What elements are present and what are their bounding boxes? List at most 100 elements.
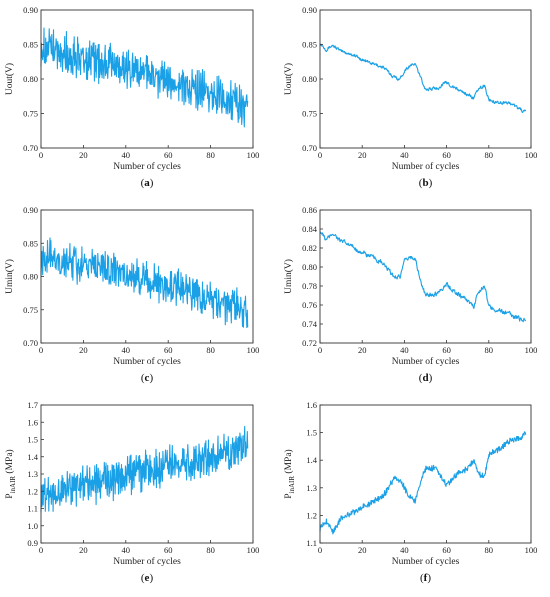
x-tick-label: 80 bbox=[485, 545, 494, 555]
x-tick-label: 100 bbox=[247, 345, 260, 355]
x-tick-label: 60 bbox=[442, 345, 451, 355]
x-tick-label: 100 bbox=[247, 150, 260, 160]
y-tick-label: 0.72 bbox=[302, 338, 317, 348]
y-tick-label: 0.90 bbox=[23, 205, 38, 215]
x-tick-label: 20 bbox=[358, 545, 367, 555]
x-axis-label: Number of cycles bbox=[113, 556, 181, 567]
x-axis-label: Number of cycles bbox=[392, 356, 460, 367]
y-tick-label: 0.86 bbox=[302, 205, 317, 215]
y-tick-label: 0.85 bbox=[23, 238, 38, 248]
chart-panel-f: 0 20 40 60 80 100 1.1 1.2 1.3 1.4 1.5 1.6 Number of … bbox=[283, 400, 537, 584]
x-tick-label: 20 bbox=[79, 150, 88, 160]
y-tick-label: 1.7 bbox=[27, 400, 38, 410]
y-tick-label: 0.70 bbox=[302, 143, 317, 153]
y-tick-label: 0.74 bbox=[302, 319, 318, 329]
x-tick-label: 0 bbox=[318, 545, 322, 555]
y-tick-label: 0.82 bbox=[302, 243, 317, 253]
x-axis-label: Number of cycles bbox=[113, 161, 181, 172]
x-tick-label: 20 bbox=[79, 545, 88, 555]
plot-frame bbox=[40, 404, 254, 544]
chart-panel-b: 0 20 40 60 80 100 0.70 0.75 0.80 0.85 0.90 Number o… bbox=[283, 5, 537, 189]
x-tick-label: 60 bbox=[164, 545, 173, 555]
y-tick-label: 0.70 bbox=[23, 338, 38, 348]
data-series-line bbox=[319, 43, 527, 114]
chart-panel-a: 0 20 40 60 80 100 0.70 0.75 0.80 0.85 0.90 Number o… bbox=[4, 5, 259, 189]
data-series-line bbox=[40, 237, 249, 329]
y-tick-label: 1.3 bbox=[27, 469, 38, 479]
y-tick-label: 1.3 bbox=[306, 483, 317, 493]
data-series-line bbox=[40, 425, 249, 513]
x-tick-label: 0 bbox=[39, 345, 43, 355]
data-series-line bbox=[319, 431, 527, 535]
x-tick-label: 40 bbox=[122, 345, 131, 355]
x-tick-label: 80 bbox=[485, 345, 494, 355]
y-axis-label: Umin(V) bbox=[4, 259, 15, 294]
x-tick-label: 60 bbox=[442, 545, 451, 555]
panel-label: (a) bbox=[141, 177, 154, 189]
x-tick-label: 40 bbox=[122, 545, 131, 555]
y-axis-label: PinAIR (MPa) bbox=[4, 449, 17, 498]
y-tick-label: 1.0 bbox=[27, 521, 38, 531]
x-tick-label: 20 bbox=[79, 345, 88, 355]
y-tick-label: 0.75 bbox=[302, 109, 317, 119]
y-tick-label: 0.90 bbox=[302, 5, 317, 15]
y-tick-label: 0.76 bbox=[302, 300, 317, 310]
x-tick-label: 40 bbox=[400, 345, 409, 355]
y-tick-label: 1.1 bbox=[306, 538, 317, 548]
y-tick-label: 0.75 bbox=[23, 305, 38, 315]
y-tick-label: 1.2 bbox=[27, 486, 38, 496]
plot-frame bbox=[319, 9, 532, 149]
y-tick-label: 0.85 bbox=[23, 40, 38, 50]
x-tick-label: 0 bbox=[318, 150, 322, 160]
x-tick-label: 0 bbox=[39, 545, 43, 555]
y-tick-label: 1.5 bbox=[27, 435, 38, 445]
y-tick-label: 1.4 bbox=[27, 452, 38, 462]
x-tick-label: 100 bbox=[525, 345, 538, 355]
y-tick-label: 0.90 bbox=[23, 5, 38, 15]
x-axis-label: Number of cycles bbox=[392, 161, 460, 172]
y-tick-label: 1.1 bbox=[27, 504, 38, 514]
y-tick-label: 1.5 bbox=[306, 428, 317, 438]
chart-panel-e: 0 20 40 60 80 100 0.9 1.0 1.1 1.2 1.3 1.4 1.5 1.6 1.7 N… bbox=[4, 400, 259, 584]
data-series-line bbox=[319, 231, 527, 323]
y-tick-label: 0.78 bbox=[302, 281, 317, 291]
panel-label: (b) bbox=[419, 177, 433, 189]
x-tick-label: 40 bbox=[122, 150, 131, 160]
x-tick-label: 40 bbox=[400, 545, 409, 555]
y-axis-label: PinAIR (MPa) bbox=[283, 449, 296, 498]
y-tick-label: 0.75 bbox=[23, 109, 38, 119]
y-tick-label: 1.2 bbox=[306, 510, 317, 520]
y-tick-label: 1.6 bbox=[306, 400, 317, 410]
x-tick-label: 100 bbox=[247, 545, 260, 555]
x-tick-label: 80 bbox=[485, 150, 494, 160]
x-tick-label: 60 bbox=[442, 150, 451, 160]
data-series-line bbox=[40, 27, 249, 128]
x-axis-label: Number of cycles bbox=[113, 356, 181, 367]
chart-panel-c: 0 20 40 60 80 100 0.70 0.75 0.80 0.85 0.90 Number o… bbox=[4, 205, 259, 384]
y-axis-label: Uout(V) bbox=[283, 63, 294, 95]
y-tick-label: 0.80 bbox=[23, 272, 38, 282]
x-tick-label: 20 bbox=[358, 150, 367, 160]
x-tick-label: 80 bbox=[206, 150, 215, 160]
y-tick-label: 1.6 bbox=[27, 417, 38, 427]
y-axis-label: Uout(V) bbox=[4, 63, 15, 95]
y-tick-label: 0.9 bbox=[27, 538, 38, 548]
y-tick-label: 1.4 bbox=[306, 455, 317, 465]
x-axis-label: Number of cycles bbox=[392, 556, 460, 567]
x-tick-label: 40 bbox=[400, 150, 409, 160]
x-tick-label: 100 bbox=[525, 150, 538, 160]
x-tick-label: 60 bbox=[164, 345, 173, 355]
chart-panel-d: 0 20 40 60 80 100 0.72 0.74 0.76 0.78 0.80 0.82 0.84… bbox=[283, 205, 537, 384]
plot-frame bbox=[319, 404, 532, 544]
panel-label: (f) bbox=[420, 572, 431, 584]
x-tick-label: 80 bbox=[206, 345, 215, 355]
plot-frame bbox=[319, 209, 532, 344]
x-tick-label: 80 bbox=[206, 545, 215, 555]
y-axis-label: Umin(V) bbox=[283, 259, 294, 294]
y-tick-label: 0.80 bbox=[302, 74, 317, 84]
x-tick-label: 100 bbox=[525, 545, 538, 555]
panel-label: (c) bbox=[141, 372, 154, 384]
y-tick-label: 0.85 bbox=[302, 40, 317, 50]
y-tick-label: 0.84 bbox=[302, 224, 318, 234]
